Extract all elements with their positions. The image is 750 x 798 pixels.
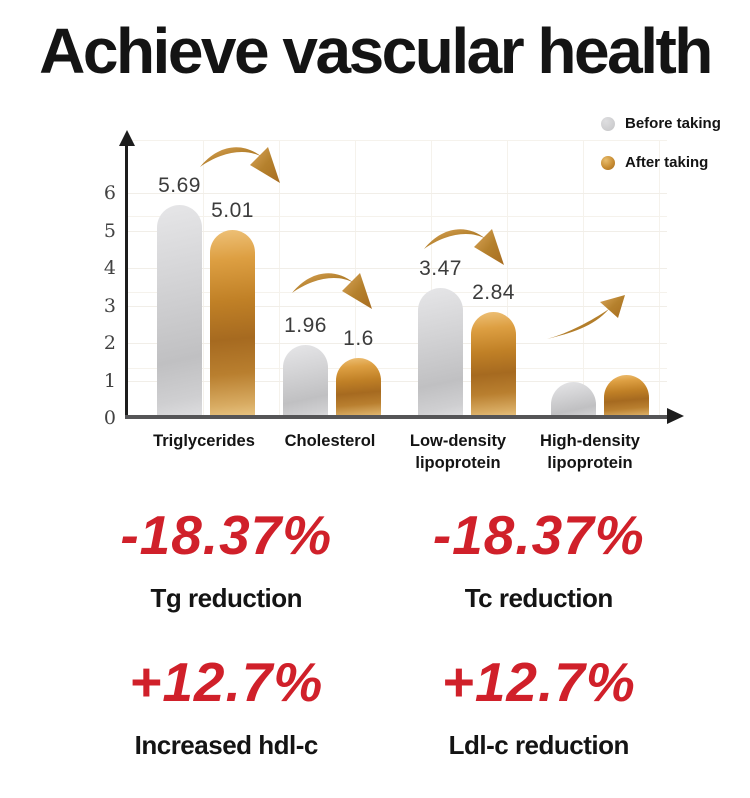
after-taking-swatch-icon xyxy=(601,155,615,170)
category-label-1: Triglycerides xyxy=(153,432,255,450)
legend-label-before: Before taking xyxy=(625,115,721,132)
decrease-arrow-icon xyxy=(424,229,504,265)
trend-arrow-1 xyxy=(198,139,284,200)
gridline xyxy=(127,268,667,269)
y-axis-arrow-icon xyxy=(118,130,135,146)
y-axis-tick-label: 1 xyxy=(103,369,116,392)
y-axis-tick-label: 2 xyxy=(103,332,116,354)
stat-value: +12.7% xyxy=(129,651,324,713)
bar-value-label: 1.6 xyxy=(343,327,374,350)
y-axis-tick-label: 0 xyxy=(103,407,116,429)
stat-tc-reduction: -18.37% Tc reduction xyxy=(383,503,696,614)
bar-after-4 xyxy=(604,374,649,418)
legend-label-after: After taking xyxy=(625,154,709,171)
bar-before-4 xyxy=(551,382,596,418)
bar-value-label: 3.47 xyxy=(419,256,462,280)
stat-value: -18.37% xyxy=(432,504,645,566)
x-axis-arrow-icon xyxy=(667,408,684,424)
bar-before-3 xyxy=(418,287,463,418)
category-label-3: Low-density lipoprotein xyxy=(409,432,507,473)
y-axis-tick-label: 4 xyxy=(103,257,116,279)
legend-item-before: Before taking xyxy=(601,115,721,132)
category-label-4: High-density lipoprotein xyxy=(540,432,640,473)
stat-label: Ldl-c reduction xyxy=(448,730,630,760)
y-axis-tick-label: 3 xyxy=(103,294,116,317)
stat-label: Tc reduction xyxy=(464,583,614,613)
trend-arrow-4 xyxy=(545,293,637,350)
gridline xyxy=(127,343,667,344)
stat-label: Increased hdl-c xyxy=(134,730,319,760)
gridline xyxy=(127,230,667,232)
bar-after-1 xyxy=(210,230,255,418)
before-taking-swatch-icon xyxy=(601,116,615,131)
y-axis-tick-label: 5 xyxy=(103,219,116,242)
gridline xyxy=(127,193,667,194)
x-axis xyxy=(125,415,670,419)
page-title: Achieve vascular health xyxy=(39,15,713,87)
y-axis xyxy=(125,145,128,418)
decrease-arrow-icon xyxy=(200,147,280,183)
increase-arrow-icon xyxy=(547,295,625,339)
stat-value: +12.7% xyxy=(441,651,636,713)
gridline xyxy=(127,380,667,382)
category-label-2: Cholesterol xyxy=(284,432,376,450)
bar-value-label: 5.01 xyxy=(211,199,254,223)
bar-before-2 xyxy=(283,344,328,418)
trend-arrow-2 xyxy=(290,265,376,326)
bar-value-label: 2.84 xyxy=(472,280,515,304)
bar-before-1 xyxy=(157,204,202,418)
stat-ldl-c-reduction: +12.7% Ldl-c reduction xyxy=(383,650,696,761)
chart-legend: Before taking After taking xyxy=(601,115,721,171)
stat-increased-hdl-c: +12.7% Increased hdl-c xyxy=(70,650,383,761)
legend-item-after: After taking xyxy=(601,154,721,171)
trend-arrow-3 xyxy=(422,221,508,282)
stat-tg-reduction: -18.37% Tg reduction xyxy=(70,503,383,614)
stats-grid: -18.37% Tg reduction -18.37% Tc reductio… xyxy=(70,503,695,761)
stat-label: Tg reduction xyxy=(150,583,303,613)
stat-value: -18.37% xyxy=(120,504,333,566)
bar-after-3 xyxy=(471,311,516,418)
decrease-arrow-icon xyxy=(292,273,372,309)
bar-value-label: 1.96 xyxy=(284,313,327,337)
bar-chart: 0 1 2 3 4 5 6 5.69 5.01 Triglycerides 1.96 1.6 Chole… xyxy=(0,105,750,485)
bar-value-label: 5.69 xyxy=(158,173,201,197)
bar-after-2 xyxy=(336,358,381,418)
gridline xyxy=(127,305,667,307)
y-axis-tick-label: 6 xyxy=(103,182,116,204)
